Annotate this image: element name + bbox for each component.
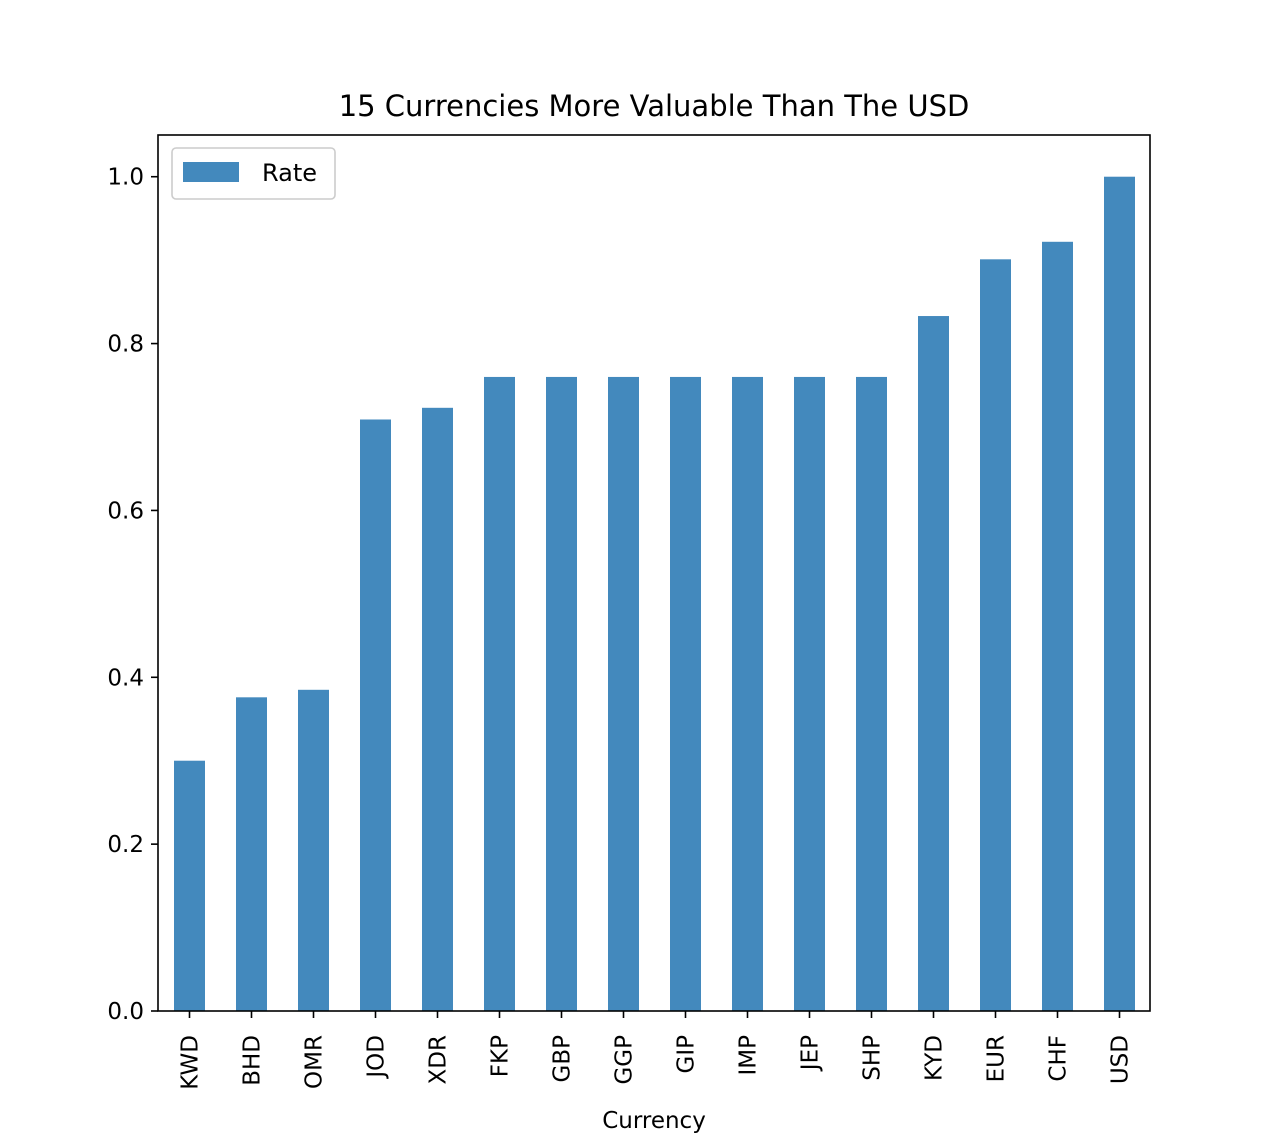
- x-tick-label: GIP: [674, 1035, 700, 1074]
- x-tick-label: FKP: [488, 1035, 514, 1077]
- x-tick-label: GBP: [550, 1035, 576, 1083]
- x-tick-label: KWD: [178, 1035, 204, 1090]
- chart-title: 15 Currencies More Valuable Than The USD: [339, 89, 970, 123]
- x-tick-label: KYD: [922, 1035, 948, 1081]
- y-tick-label: 0.0: [107, 999, 144, 1025]
- x-tick-label: GGP: [612, 1035, 638, 1085]
- x-tick-label: IMP: [736, 1035, 762, 1076]
- plot-frame: [157, 134, 1151, 1012]
- bar-bhd: [236, 697, 267, 1011]
- bar-gip: [670, 376, 701, 1011]
- y-tick-label: 0.4: [107, 665, 144, 691]
- legend-swatch: [183, 162, 239, 182]
- x-axis-label: Currency: [602, 1108, 706, 1134]
- bar-ggp: [608, 376, 639, 1011]
- bar-xdr: [422, 407, 453, 1011]
- bar-fkp: [484, 376, 515, 1011]
- bar-jep: [794, 376, 825, 1011]
- y-tick-label: 1.0: [107, 165, 144, 191]
- legend-frame: [171, 147, 336, 200]
- bars-layer: [174, 176, 1135, 1012]
- y-tick-label: 0.8: [107, 332, 144, 358]
- bar-jod: [360, 419, 391, 1011]
- x-tick-label: OMR: [302, 1035, 328, 1089]
- x-tick-label: JEP: [798, 1035, 824, 1072]
- legend: Rate: [171, 147, 336, 200]
- legend-label: Rate: [262, 159, 317, 187]
- bar-eur: [980, 259, 1011, 1011]
- y-tick-label: 0.2: [107, 832, 144, 858]
- x-tick-label: EUR: [984, 1035, 1010, 1082]
- bar-gbp: [546, 376, 577, 1011]
- bar-imp: [732, 376, 763, 1011]
- x-tick-label: CHF: [1046, 1035, 1072, 1082]
- bar-kyd: [918, 316, 949, 1011]
- bar-usd: [1104, 176, 1135, 1011]
- y-axis: 0.0 0.2 0.4 0.6 0.8 1.0: [107, 165, 158, 1025]
- x-tick-label: USD: [1108, 1035, 1134, 1084]
- x-tick-label: JOD: [364, 1035, 390, 1080]
- bar-chf: [1042, 241, 1073, 1012]
- x-axis: KWD BHD OMR JOD XDR FKP GBP GGP GIP IMP JEP SHP KYD E…: [178, 1011, 1134, 1090]
- bar-kwd: [174, 760, 205, 1011]
- bar-omr: [298, 689, 329, 1011]
- x-tick-label: XDR: [426, 1035, 452, 1084]
- y-tick-label: 0.6: [107, 498, 144, 524]
- x-tick-label: BHD: [240, 1035, 266, 1086]
- x-tick-label: SHP: [860, 1035, 886, 1081]
- bar-shp: [856, 376, 887, 1011]
